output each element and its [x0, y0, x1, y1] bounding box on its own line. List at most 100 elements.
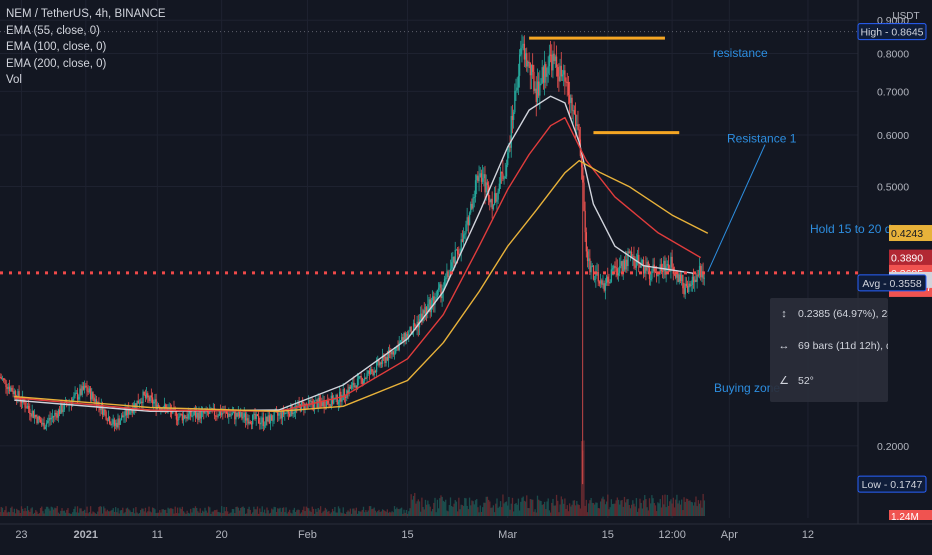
indicator-volume[interactable]: Vol — [6, 74, 22, 86]
symbol-title[interactable]: NEM / TetherUS, 4h, BINANCE — [6, 8, 166, 20]
volume-bar — [268, 513, 271, 516]
candle-body — [222, 412, 224, 414]
candle-body — [123, 416, 125, 418]
candle-body — [536, 81, 539, 102]
volume-bar — [576, 500, 578, 516]
candle-body — [82, 386, 85, 390]
candle-body — [54, 412, 56, 417]
indicator-ema100[interactable]: EMA (100, close, 0) — [6, 41, 107, 53]
candle-body — [37, 416, 39, 424]
volume-bar — [100, 506, 102, 516]
volume-bar — [588, 503, 590, 516]
volume-bar — [579, 508, 582, 516]
candle-body — [314, 401, 316, 409]
volume-bar — [395, 509, 397, 516]
volume-bar — [25, 511, 27, 516]
volume-bar — [616, 497, 618, 516]
volume-bar — [565, 508, 567, 516]
candle-body — [165, 404, 167, 408]
volume-bar — [397, 508, 399, 516]
candle-body — [223, 410, 225, 414]
candle-body — [577, 124, 579, 130]
candle-body — [296, 405, 298, 407]
candle-body — [651, 271, 653, 279]
volume-bar — [567, 511, 570, 516]
volume-bar — [466, 505, 468, 516]
volume-bar — [663, 504, 665, 516]
volume-bar — [379, 511, 381, 516]
candle-body — [377, 360, 379, 363]
candle-body — [615, 266, 617, 269]
candle-body — [308, 399, 310, 406]
indicator-ema55[interactable]: EMA (55, close, 0) — [6, 24, 100, 37]
candle-body — [80, 388, 82, 395]
candle-body — [458, 254, 460, 256]
volume-bar — [647, 510, 649, 516]
candle-body — [670, 256, 672, 272]
volume-bar — [416, 501, 418, 516]
volume-bar — [284, 512, 286, 516]
candle-body — [561, 74, 564, 77]
candle-body — [330, 395, 332, 407]
candle-body — [175, 411, 178, 420]
candle-body — [546, 73, 548, 77]
candle-body — [498, 183, 501, 192]
volume-bar — [366, 512, 368, 516]
time-axis: 23 2021 11 20 Feb 15 Mar 15 12:00 Apr 12 — [15, 529, 814, 541]
candle-body — [362, 380, 365, 384]
volume-bar — [541, 504, 543, 516]
candle-body — [18, 391, 20, 399]
candle-body — [576, 124, 578, 126]
candle-body — [63, 402, 66, 410]
candle-body — [142, 391, 144, 404]
volume-bar — [54, 507, 56, 516]
volume-bar — [250, 513, 253, 516]
volume-bar — [433, 502, 435, 516]
volume-bar — [361, 509, 363, 516]
volume-bar — [352, 508, 354, 516]
volume-bar — [639, 498, 641, 516]
y-tick-label: 0.2000 — [877, 441, 909, 453]
volume-bar — [368, 506, 371, 516]
volume-bar — [159, 510, 161, 516]
volume-bar — [2, 512, 5, 516]
candle-body — [441, 292, 443, 299]
candle-body — [204, 411, 206, 414]
resistance-label: resistance — [713, 46, 768, 60]
candle-body — [455, 249, 458, 251]
candle-body — [505, 165, 508, 177]
volume-bar — [256, 506, 259, 516]
candle-body — [237, 411, 240, 417]
candle-body — [683, 288, 685, 295]
candle-body — [570, 97, 572, 103]
volume-bar — [346, 511, 348, 516]
volume-bar — [667, 505, 670, 516]
volume-bar — [114, 507, 117, 516]
volume-bar — [4, 510, 6, 516]
candle-body — [181, 414, 184, 421]
candle-body — [638, 254, 640, 264]
volume-bar — [640, 502, 642, 516]
indicator-ema200[interactable]: EMA (200, close, 0) — [6, 57, 107, 70]
volume-bar — [22, 508, 24, 516]
volume-bar — [82, 510, 85, 516]
candle-body — [230, 414, 232, 416]
candle-body — [119, 420, 122, 425]
candles — [0, 34, 705, 485]
volume-bar — [489, 501, 491, 516]
measure-angle: 52° — [798, 374, 814, 387]
candle-body — [58, 409, 61, 414]
candle-body — [501, 171, 503, 174]
volume-bar — [453, 503, 455, 516]
volume-bar — [392, 512, 394, 516]
candle-body — [427, 304, 429, 314]
volume-bar — [573, 500, 576, 516]
candle-body — [380, 362, 383, 364]
volume-bar — [572, 500, 574, 516]
volume-bar — [622, 506, 624, 516]
candle-body — [232, 411, 235, 414]
volume-bar — [657, 502, 659, 516]
volume-bar — [396, 507, 398, 516]
volume-bar — [124, 512, 126, 516]
